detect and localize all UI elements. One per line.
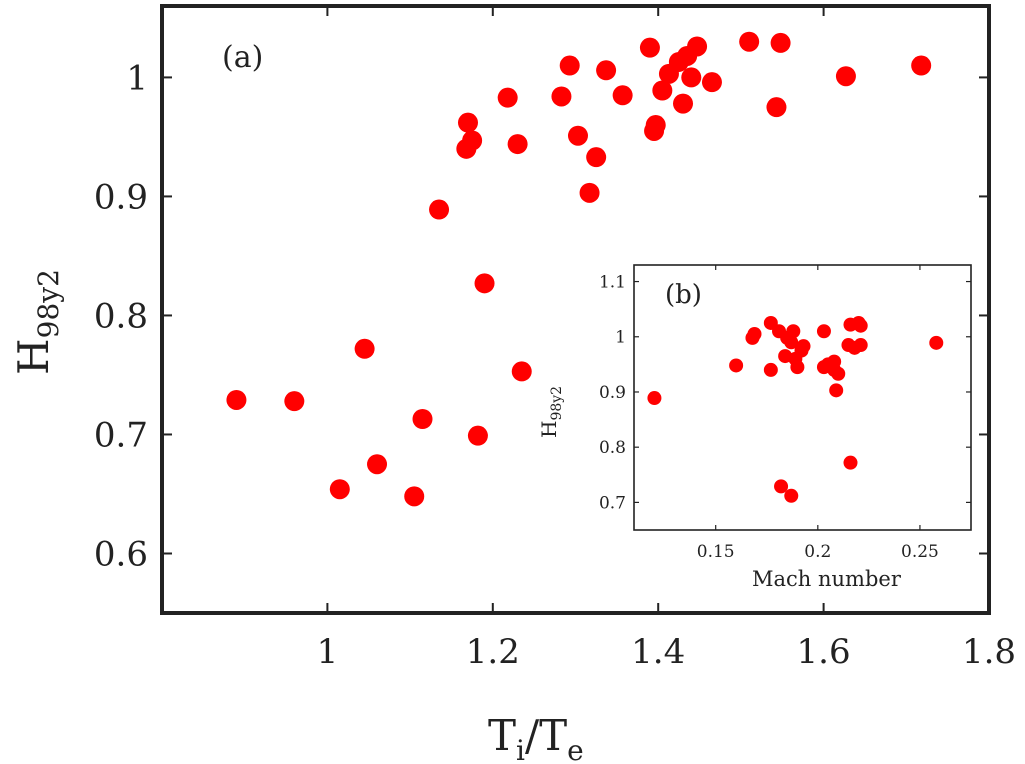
data-point (835, 66, 856, 87)
data-point (829, 383, 844, 398)
x-tick-label: 1.4 (631, 632, 685, 672)
data-point (929, 335, 944, 350)
data-point (474, 273, 495, 294)
data-point (687, 36, 708, 57)
data-point (766, 97, 787, 118)
data-point (586, 147, 607, 168)
inset-data-points (647, 315, 944, 503)
x-tick-label: 1.2 (466, 632, 520, 672)
data-point (559, 55, 580, 76)
data-point (429, 199, 450, 220)
data-point (770, 32, 791, 53)
data-point (284, 391, 305, 412)
data-point (457, 112, 478, 133)
inset-plot: 0.15 0.2 0.25 0.7 0.8 0.9 1 1.1 (b) Mach numbe… (537, 264, 972, 591)
data-point (551, 86, 572, 107)
y-tick-label: 0.8 (599, 438, 626, 458)
y-tick-label: 0.7 (94, 415, 148, 455)
y-tick-label: 1.1 (599, 273, 626, 293)
data-point (511, 361, 532, 382)
inset-x-axis-label: Mach number (752, 567, 902, 591)
inset-y-axis: 0.7 0.8 0.9 1 1.1 (599, 273, 971, 513)
data-point (567, 125, 588, 146)
inset-plot-frame (633, 264, 972, 531)
data-point (786, 324, 801, 339)
x-tick-label: 1.8 (962, 632, 1016, 672)
data-point (784, 335, 799, 350)
y-tick-label: 0.6 (94, 534, 148, 574)
data-point (596, 60, 617, 81)
data-point (652, 80, 673, 101)
x-tick-label: 0.2 (804, 542, 831, 562)
data-point (827, 354, 842, 369)
data-point (747, 327, 762, 342)
data-point (354, 338, 375, 359)
data-point (831, 366, 846, 381)
main-y-axis-label: H98y2 (9, 269, 65, 375)
data-point (843, 455, 858, 470)
y-tick-label: 1 (615, 328, 626, 348)
data-point (412, 408, 433, 429)
main-y-axis: 0.6 0.7 0.8 0.9 1 (94, 58, 989, 574)
main-data-points (226, 31, 932, 507)
data-point (404, 486, 425, 507)
data-point (645, 115, 666, 136)
data-point (507, 134, 528, 155)
data-point (579, 182, 600, 203)
data-point (763, 362, 778, 377)
panel-label-a: (a) (222, 40, 263, 75)
x-tick-label: 1 (317, 632, 339, 672)
data-point (911, 55, 932, 76)
data-point (329, 479, 350, 500)
data-point (784, 488, 799, 503)
data-point (367, 454, 388, 475)
data-point (497, 87, 518, 108)
data-point (647, 391, 662, 406)
data-point (226, 389, 247, 410)
y-tick-label: 0.8 (94, 296, 148, 336)
data-point (853, 318, 868, 333)
y-tick-label: 0.7 (599, 493, 626, 513)
inset-y-axis-label: H98y2 (537, 386, 565, 438)
main-x-axis: 1 1.2 1.4 1.6 1.8 (317, 6, 1016, 672)
data-point (681, 67, 702, 88)
main-x-axis-label: Ti/Te (488, 711, 584, 764)
data-point (639, 37, 660, 58)
data-point (739, 31, 760, 52)
inset-x-axis: 0.15 0.2 0.25 (697, 265, 939, 562)
data-point (462, 130, 483, 151)
panel-label-b: (b) (665, 280, 702, 310)
data-point (701, 72, 722, 93)
x-tick-label: 1.6 (797, 632, 851, 672)
data-point (796, 339, 811, 354)
y-tick-label: 1 (126, 58, 148, 98)
y-tick-label: 0.9 (94, 177, 148, 217)
data-point (853, 338, 868, 353)
data-point (816, 324, 831, 339)
data-point (673, 93, 694, 114)
data-point (774, 479, 789, 494)
data-point (729, 358, 744, 373)
data-point (790, 360, 805, 375)
data-point (612, 85, 633, 106)
x-tick-label: 0.25 (901, 542, 939, 562)
data-point (467, 425, 488, 446)
x-tick-label: 0.15 (697, 542, 735, 562)
y-tick-label: 0.9 (599, 383, 626, 403)
